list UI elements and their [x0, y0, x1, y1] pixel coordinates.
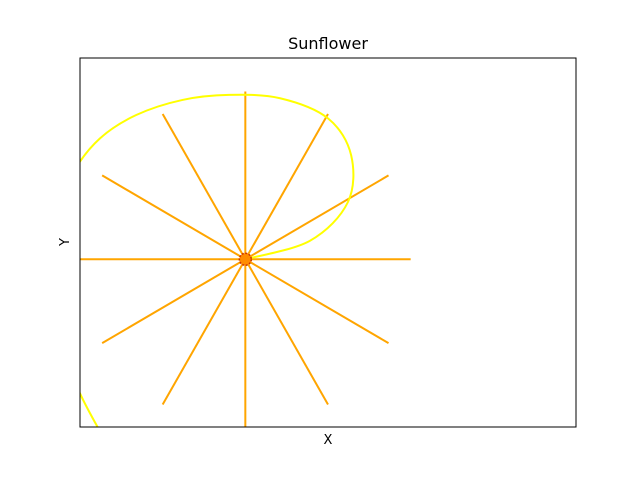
chart-title: Sunflower: [288, 34, 368, 53]
petal-line-2: [244, 113, 329, 260]
petal-line-11: [244, 258, 390, 344]
flower-center-marker: [238, 252, 253, 267]
petal-line-1: [244, 174, 390, 261]
petal-line-4: [161, 113, 247, 260]
spiral-curve: [80, 93, 355, 427]
petal-line-8: [161, 258, 247, 406]
axes-frame: [79, 57, 577, 428]
x-axis-label: X: [324, 433, 333, 448]
petals-group: [80, 91, 411, 427]
petal-line-7: [101, 258, 246, 344]
y-axis-label: Y: [58, 238, 73, 247]
petal-line-10: [244, 258, 329, 406]
petal-line-5: [101, 174, 246, 261]
plot-area: [80, 91, 411, 427]
